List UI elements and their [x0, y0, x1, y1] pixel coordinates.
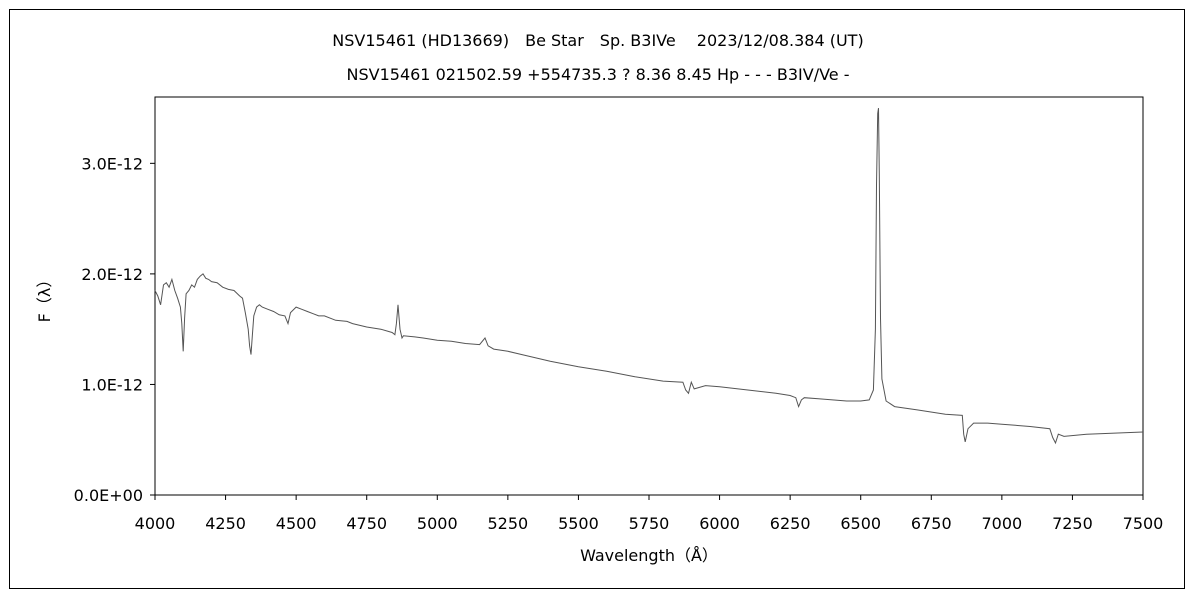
y-tick-label: 3.0E-12 — [81, 154, 143, 173]
x-tick-label: 7000 — [981, 514, 1022, 533]
chart-subtitle: NSV15461 021502.59 +554735.3 ? 8.36 8.45… — [347, 65, 850, 84]
spectrum-series-line — [154, 108, 1144, 445]
x-tick-label: 5250 — [487, 514, 528, 533]
x-tick-label: 6750 — [911, 514, 952, 533]
y-axis-ticks: 0.0E+00 1.0E-12 2.0E-12 3.0E-12 — [74, 154, 155, 505]
x-axis-label: Wavelength（Å） — [580, 546, 718, 565]
plot-area — [154, 96, 1144, 496]
x-tick-label: 4500 — [276, 514, 317, 533]
y-axis-label: F（λ） — [35, 272, 54, 323]
chart-frame — [9, 9, 1185, 589]
x-tick-label: 5000 — [417, 514, 458, 533]
y-tick-label: 1.0E-12 — [81, 375, 143, 394]
x-tick-label: 4250 — [205, 514, 246, 533]
chart-title: NSV15461 (HD13669) Be Star Sp. B3IVe 202… — [332, 31, 863, 50]
y-tick-label: 0.0E+00 — [74, 486, 143, 505]
x-tick-label: 5500 — [558, 514, 599, 533]
x-tick-label: 4750 — [346, 514, 387, 533]
x-tick-label: 6500 — [840, 514, 881, 533]
x-axis-ticks: 4000 4250 4500 4750 5000 5250 5500 5750 6000 6250… — [135, 495, 1164, 533]
x-tick-label: 7250 — [1052, 514, 1093, 533]
x-tick-label: 6000 — [699, 514, 740, 533]
x-tick-label: 6250 — [770, 514, 811, 533]
x-tick-label: 7500 — [1123, 514, 1164, 533]
x-tick-label: 5750 — [629, 514, 670, 533]
y-tick-label: 2.0E-12 — [81, 265, 143, 284]
x-tick-label: 4000 — [135, 514, 176, 533]
